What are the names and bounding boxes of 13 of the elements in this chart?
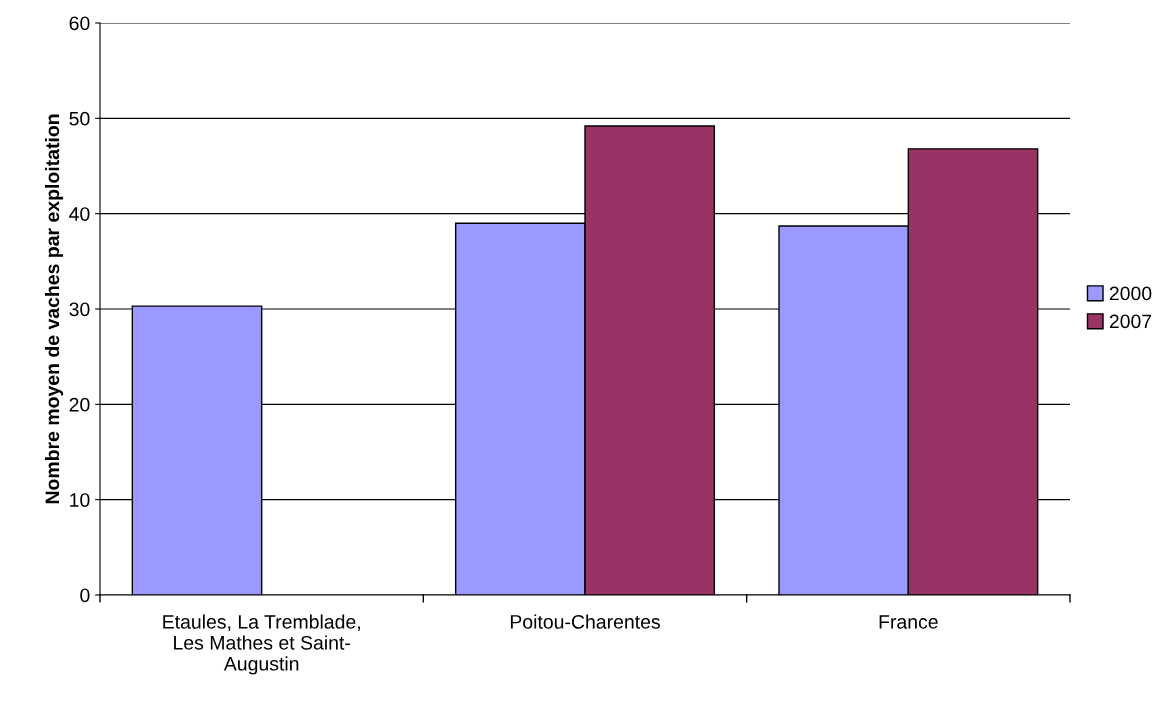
x-tick-label: Poitou-Charentes bbox=[510, 614, 660, 629]
y-tick-label: 50 bbox=[69, 111, 90, 126]
y-tick-label: 20 bbox=[69, 397, 90, 412]
y-tick-label: 10 bbox=[70, 493, 90, 507]
y-axis-title: Nombre moyen de vaches par exploitation bbox=[44, 114, 64, 504]
legend-label: 2000 bbox=[1109, 286, 1152, 301]
y-tick-label: 0 bbox=[80, 588, 90, 603]
y-tick-label: 60 bbox=[69, 16, 90, 31]
y-tick-label: 30 bbox=[69, 302, 90, 317]
x-tick-label: France bbox=[879, 615, 938, 629]
y-tick-label: 40 bbox=[69, 207, 90, 221]
legend-label: 2007 bbox=[1109, 314, 1152, 329]
x-tick-label: Etaules, La Tremblade, Les Mathes et Saint- Augustin bbox=[163, 614, 360, 675]
